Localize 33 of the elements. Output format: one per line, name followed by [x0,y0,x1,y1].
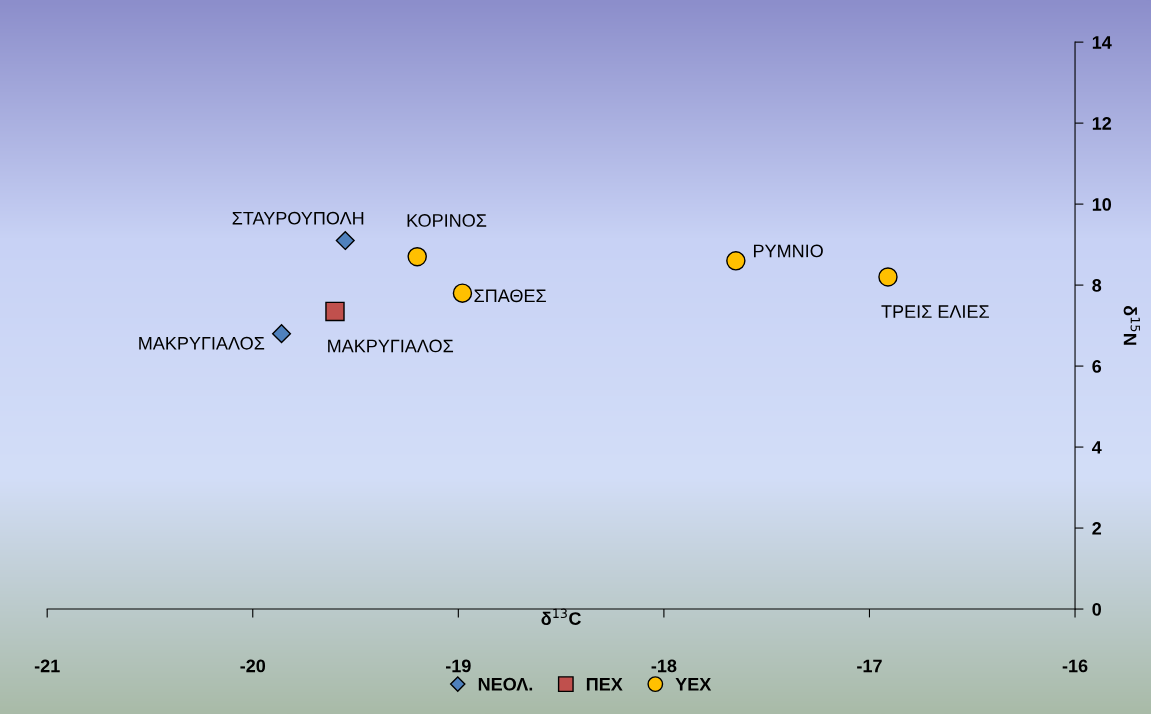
point [452,283,473,303]
x-tick-label: -16 [1062,659,1088,673]
x-tick-label: -20 [240,659,266,673]
annotation: ΣΠΑΘΕΣ [474,289,546,303]
annotation: ΤΡΕΙΣ ΕΛΙΕΣ [881,305,989,318]
x-tick-label: -17 [857,659,882,673]
x-tick-label: -21 [34,659,60,673]
point [878,267,898,287]
annotation: ΣΤΑΥΡΟΥΠΟΛΗ [232,211,364,225]
y-tick-label: 10 [1092,198,1112,211]
point [272,324,292,344]
point [335,231,355,251]
x-tick-label: -19 [445,659,471,673]
legend-label: ΝΕΟΛ. [478,677,533,691]
y-tick-label: 14 [1092,36,1112,49]
annotation: ΜΑΚΡΥΓΙΑΛΟΣ [328,339,454,353]
legend-label: ΥΕΧ [675,678,712,691]
y-axis-title: δ$^{15}$N [1123,305,1140,345]
x-axis-title: δ$^{13}$C [541,608,581,625]
y-tick-label: 12 [1092,117,1112,130]
annotation: ΜΑΚΡΥΓΙΑΛΟΣ [139,336,265,350]
y-tick-label: 2 [1092,521,1102,535]
y-tick-label: 4 [1091,441,1102,454]
point [726,251,746,271]
x-tick-label: -18 [651,659,677,673]
y-tick-label: 8 [1092,279,1102,292]
y-tick-label: 6 [1092,360,1102,373]
y-tick-label: 0 [1092,602,1101,616]
point [407,247,427,267]
annotation: ΡΥΜΝΙΟ [753,244,823,258]
point [325,301,345,322]
annotation: ΚΟΡΙΝΟΣ [407,214,487,227]
legend-label: ΠΕΧ [586,678,623,691]
